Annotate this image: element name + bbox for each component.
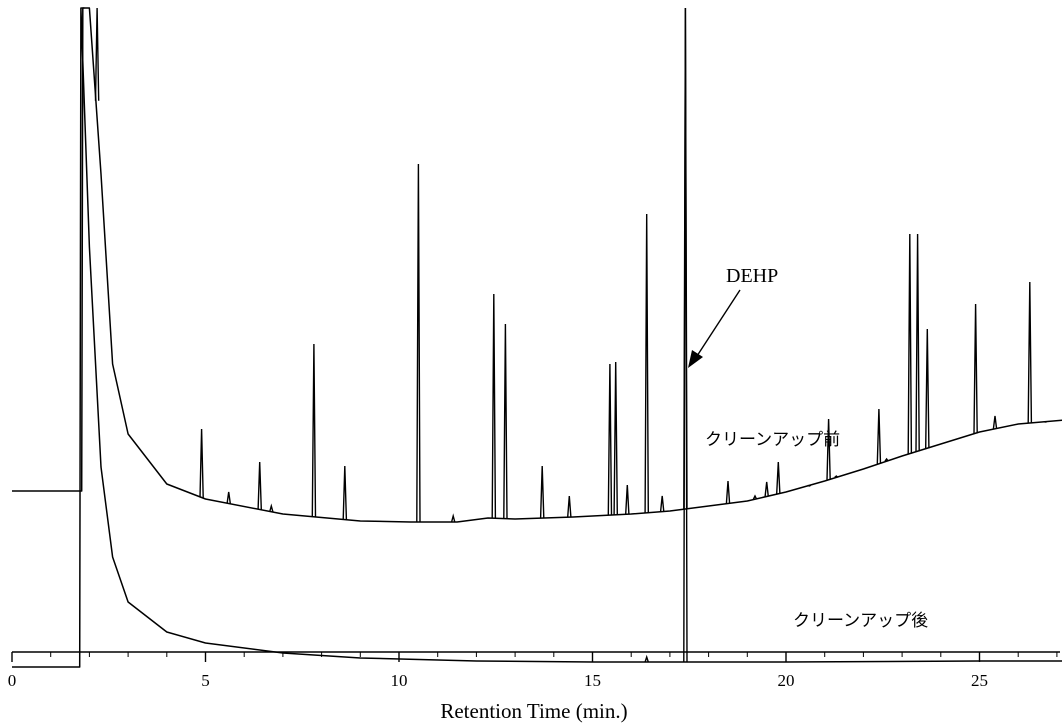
x-tick-label: 0	[8, 671, 17, 690]
trace-before-cleanup-peak-3	[199, 428, 204, 498]
trace-before-cleanup-peak-7	[311, 343, 317, 517]
trace-before-cleanup-peak-30	[907, 233, 913, 454]
trace-after-cleanup-peak-2	[644, 654, 649, 663]
trace-before-cleanup-peak-35	[1027, 281, 1033, 424]
x-tick-label: 25	[971, 671, 988, 690]
trace-before-cleanup-peak-21	[725, 480, 731, 504]
x-tick-label: 15	[584, 671, 601, 690]
x-tick-label: 5	[201, 671, 210, 690]
x-axis-title: Retention Time (min.)	[440, 699, 627, 723]
trace-before-cleanup-peak-29	[884, 457, 889, 462]
trace-before-cleanup-peak-31	[915, 233, 920, 452]
trace-before-cleanup-peak-25	[807, 484, 812, 487]
dehp-arrow-shaft	[696, 289, 741, 357]
trace-before-cleanup-peak-33	[973, 303, 978, 434]
trace-before-cleanup-peak-9	[416, 163, 421, 523]
trace-before-cleanup-peak-15	[607, 363, 613, 516]
trace-after-cleanup-peak-1	[683, 7, 688, 663]
trace-before-cleanup-peak-24	[776, 461, 781, 494]
x-tick-label: 20	[778, 671, 795, 690]
dehp-annotation: DEHP	[688, 265, 778, 368]
trace-before-cleanup-peak-23	[764, 481, 769, 497]
trace-before-cleanup-peak-14	[567, 495, 572, 518]
x-axis-ticks: 0 5 10 15 20 25	[8, 652, 1058, 690]
trace-before-cleanup-peak-4	[226, 491, 231, 504]
trace-before-cleanup-peak-34	[992, 415, 998, 429]
trace-before-cleanup-peak-8	[342, 465, 348, 520]
trace-after-cleanup	[12, 7, 1062, 668]
trace-before-cleanup-peak-13	[539, 465, 545, 519]
trace-before-cleanup-peak-26	[826, 418, 831, 480]
trace-before-cleanup-peak-18	[644, 213, 649, 513]
trace-before-cleanup-peak-22	[752, 494, 758, 500]
trace-before-cleanup-peak-27	[834, 475, 839, 478]
trace-before-cleanup-peak-5	[257, 461, 262, 510]
before-cleanup-label: クリーンアップ前	[705, 430, 840, 450]
trace-before-cleanup-peak-32	[925, 328, 930, 449]
trace-before-cleanup-peak-6	[269, 503, 274, 512]
trace-before-cleanup-peak-17	[625, 484, 630, 515]
after-cleanup-label: クリーンアップ後	[793, 611, 928, 631]
trace-before-cleanup-peak-12	[503, 323, 508, 519]
x-tick-label: 10	[391, 671, 408, 690]
trace-before-cleanup-peak-19	[659, 495, 665, 512]
trace-before-cleanup-peak-11	[491, 293, 497, 519]
dehp-arrow-head	[688, 350, 703, 368]
trace-before-cleanup-peak-28	[876, 408, 882, 464]
trace-before-cleanup-peak-2	[94, 7, 100, 101]
chromatogram-traces	[12, 7, 1062, 668]
dehp-label: DEHP	[726, 265, 778, 287]
trace-before-cleanup-peak-10	[450, 513, 456, 523]
trace-before-cleanup-peak-16	[613, 361, 618, 515]
trace-before-cleanup	[12, 7, 1062, 523]
